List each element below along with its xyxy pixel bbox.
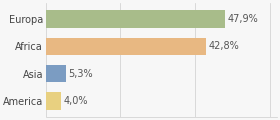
Text: 47,9%: 47,9%	[228, 14, 258, 24]
Bar	[46, 65, 66, 82]
Text: 4,0%: 4,0%	[64, 96, 88, 106]
Bar	[46, 92, 61, 110]
Bar	[46, 10, 225, 28]
Bar	[46, 38, 206, 55]
Text: 5,3%: 5,3%	[69, 69, 93, 79]
Text: 42,8%: 42,8%	[209, 41, 239, 51]
